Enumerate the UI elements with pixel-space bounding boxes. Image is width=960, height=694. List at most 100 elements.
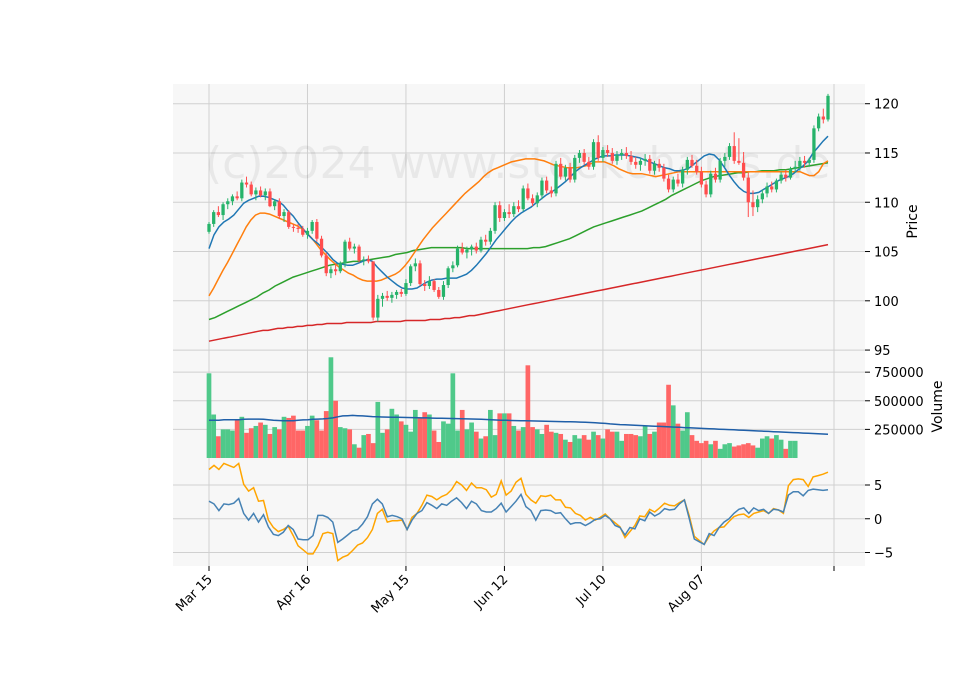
candle-body xyxy=(690,159,694,166)
candle-body xyxy=(319,238,324,256)
candle-body xyxy=(713,173,718,180)
candle-body xyxy=(441,285,446,297)
candle-body xyxy=(727,146,732,157)
candle-body xyxy=(404,283,408,294)
volume-bar xyxy=(309,415,315,458)
candle-body xyxy=(610,152,614,161)
candle-body xyxy=(629,155,633,162)
volume-bar xyxy=(520,427,526,458)
price-tick-label: 95 xyxy=(874,344,891,359)
volume-bar xyxy=(450,373,456,458)
candle-body xyxy=(671,179,675,190)
volume-bar xyxy=(731,446,737,458)
candle-body xyxy=(596,142,600,158)
watermark: (c)2024 www.stockcharts.de xyxy=(205,138,830,189)
candle-body xyxy=(662,167,666,179)
candle-body xyxy=(643,158,647,161)
price-tick-label: 105 xyxy=(874,246,899,261)
candle-body xyxy=(329,269,333,274)
candle-body xyxy=(493,205,497,231)
candle-body xyxy=(427,281,432,287)
candle-body xyxy=(638,160,643,165)
volume-bar xyxy=(670,405,676,458)
candle-body xyxy=(385,295,389,298)
volume-bar xyxy=(267,433,273,458)
volume-bar xyxy=(558,433,564,458)
volume-bar xyxy=(469,422,474,458)
candle-body xyxy=(418,263,422,285)
candle-body xyxy=(488,230,493,242)
volume-bar xyxy=(239,416,245,458)
candle-body xyxy=(343,241,347,264)
volume-bar xyxy=(764,436,770,458)
x-tick-label: Jul 10 xyxy=(573,572,610,609)
volume-bar xyxy=(408,431,413,458)
volume-bar xyxy=(605,429,610,458)
candle-body xyxy=(549,190,553,194)
candle-body xyxy=(263,191,267,196)
volume-bar xyxy=(347,429,353,458)
candle-body xyxy=(685,159,689,170)
x-tick-label: Mar 15 xyxy=(173,572,216,615)
volume-bar xyxy=(244,432,249,458)
candle-body xyxy=(287,212,291,227)
volume-bar xyxy=(581,435,587,458)
candle-body xyxy=(348,241,352,249)
candle-body xyxy=(399,291,403,294)
ma-long-line xyxy=(208,162,829,321)
volume-bar xyxy=(736,445,742,458)
volume-bar xyxy=(750,445,756,458)
candle-body xyxy=(226,201,230,205)
candle-body xyxy=(601,150,605,158)
candle-body xyxy=(521,188,525,210)
volume-bar xyxy=(703,440,709,458)
candle-body xyxy=(502,212,507,219)
candle-body xyxy=(563,167,568,177)
candle-body xyxy=(240,182,244,199)
candle-body xyxy=(816,116,821,129)
volume-bar xyxy=(333,400,338,458)
candle-body xyxy=(657,163,661,168)
candle-body xyxy=(709,173,713,195)
candle-body xyxy=(770,186,774,190)
candle-body xyxy=(699,171,704,185)
candle-body xyxy=(469,246,474,250)
volume-bar xyxy=(792,440,798,458)
candle-body xyxy=(812,128,816,160)
osc-slow-line xyxy=(208,462,829,562)
volume-bar xyxy=(352,444,357,458)
volume-bar xyxy=(370,443,376,458)
candle-body xyxy=(413,263,417,267)
candle-body xyxy=(802,160,807,163)
candle-body xyxy=(530,198,535,204)
candle-body xyxy=(756,199,760,208)
volume-bar xyxy=(769,438,775,458)
candle-body xyxy=(695,165,699,172)
candle-body xyxy=(535,195,539,204)
volume-bar xyxy=(272,427,277,458)
volume-bar xyxy=(253,425,259,458)
candle-body xyxy=(432,281,436,290)
x-tick-label: Aug 07 xyxy=(665,572,708,615)
volume-bar xyxy=(478,438,484,458)
volume-bar xyxy=(291,415,296,458)
volume-bar xyxy=(417,417,423,458)
volume-bar xyxy=(248,428,254,458)
candle-body xyxy=(568,167,572,180)
candle-body xyxy=(357,246,361,261)
candle-body xyxy=(516,206,521,210)
volume-bar xyxy=(281,416,287,458)
candle-body xyxy=(648,158,652,171)
volume-bar xyxy=(305,425,310,458)
candle-body xyxy=(371,261,375,318)
candle-body xyxy=(268,191,272,207)
volume-bar xyxy=(760,438,765,458)
price-axis-label: Price xyxy=(905,204,921,238)
volume-bar xyxy=(586,439,592,458)
volume-bar xyxy=(675,423,681,458)
candle-body xyxy=(746,177,750,203)
candle-body xyxy=(376,298,380,318)
volume-bar xyxy=(717,448,723,458)
volume-bar xyxy=(314,420,320,458)
